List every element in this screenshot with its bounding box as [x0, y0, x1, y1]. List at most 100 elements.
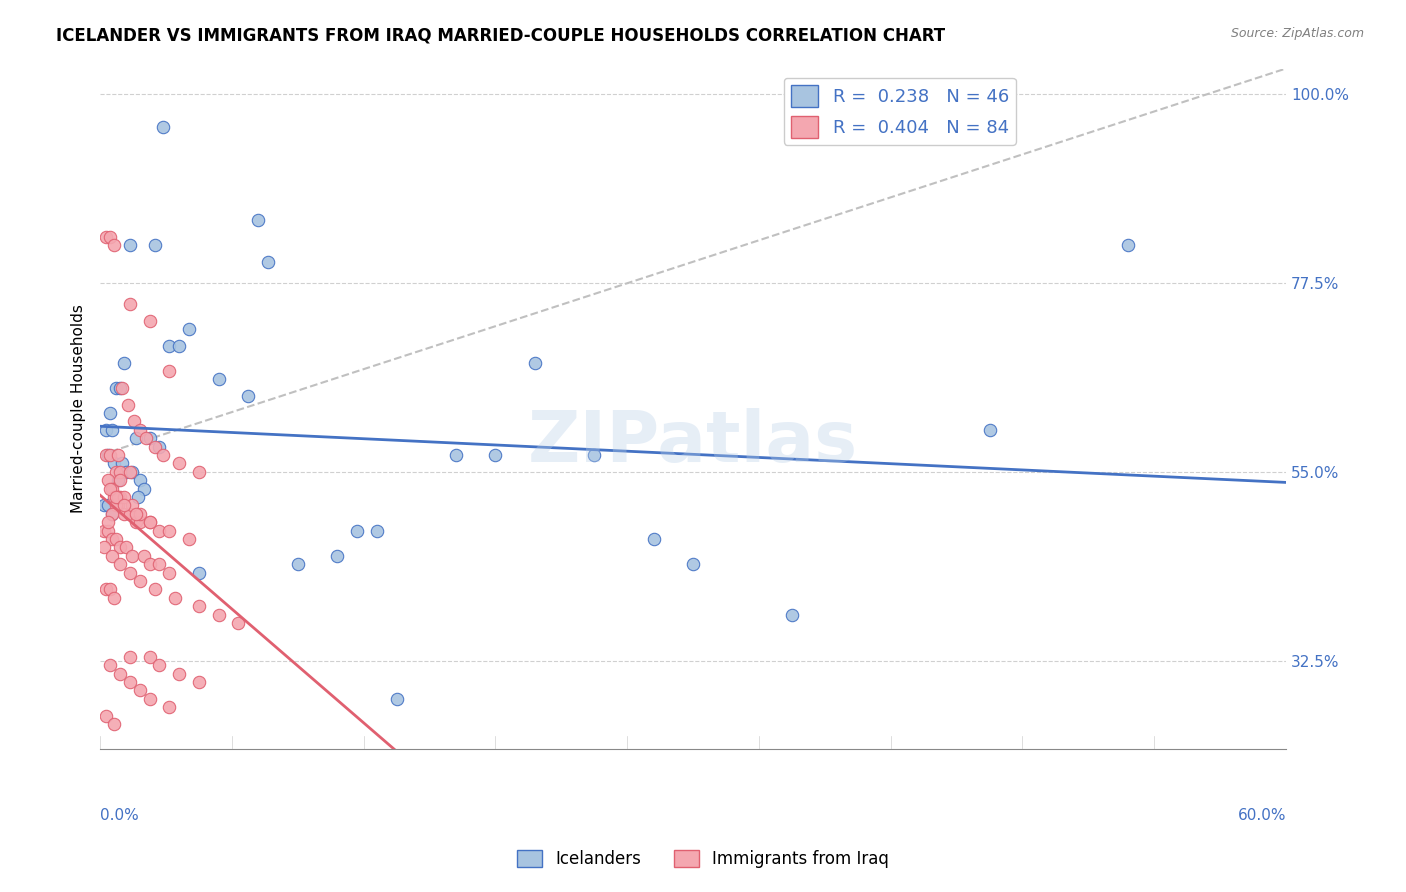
Point: [108, 381, 131, 395]
Legend: Icelanders, Immigrants from Iraq: Icelanders, Immigrants from Iraq: [510, 843, 896, 875]
Point: [152, 448, 174, 462]
Point: [118, 674, 141, 689]
Point: [94, 708, 117, 723]
Point: [121, 465, 143, 479]
Point: [138, 558, 160, 572]
Point: [167, 339, 190, 353]
Point: [257, 254, 280, 268]
Point: [98, 448, 121, 462]
Point: [157, 364, 180, 378]
Point: [127, 490, 149, 504]
Point: [167, 457, 190, 471]
Point: [103, 490, 125, 504]
Point: [326, 549, 349, 563]
Point: [93, 499, 115, 513]
Point: [157, 700, 180, 714]
Point: [167, 666, 190, 681]
Point: [125, 515, 148, 529]
Point: [118, 465, 141, 479]
Point: [682, 558, 704, 572]
Point: [103, 457, 125, 471]
Point: [112, 507, 135, 521]
Point: [94, 423, 117, 437]
Point: [98, 658, 121, 673]
Point: [101, 507, 124, 521]
Point: [228, 616, 250, 631]
Point: [103, 591, 125, 605]
Point: [979, 423, 1001, 437]
Point: [643, 532, 665, 546]
Point: [208, 372, 231, 386]
Point: [108, 541, 131, 555]
Point: [125, 431, 148, 445]
Point: [152, 120, 174, 135]
Point: [103, 238, 125, 252]
Point: [128, 507, 150, 521]
Point: [108, 558, 131, 572]
Point: [128, 574, 150, 588]
Point: [101, 532, 124, 546]
Point: [107, 490, 129, 504]
Point: [114, 465, 136, 479]
Point: [97, 499, 120, 513]
Point: [94, 582, 117, 597]
Point: [108, 666, 131, 681]
Point: [101, 549, 124, 563]
Point: [138, 515, 160, 529]
Point: [101, 482, 124, 496]
Point: [107, 473, 129, 487]
Point: [104, 465, 127, 479]
Point: [98, 229, 121, 244]
Y-axis label: Married-couple Households: Married-couple Households: [72, 304, 86, 513]
Point: [93, 524, 115, 538]
Point: [138, 313, 160, 327]
Text: Source: ZipAtlas.com: Source: ZipAtlas.com: [1230, 27, 1364, 40]
Point: [111, 381, 134, 395]
Point: [108, 473, 131, 487]
Point: [107, 499, 129, 513]
Point: [187, 674, 209, 689]
Point: [385, 691, 408, 706]
Point: [97, 515, 120, 529]
Point: [112, 499, 135, 513]
Point: [128, 473, 150, 487]
Point: [125, 507, 148, 521]
Text: 0.0%: 0.0%: [100, 808, 139, 823]
Point: [104, 381, 127, 395]
Point: [287, 558, 309, 572]
Point: [187, 599, 209, 614]
Point: [97, 524, 120, 538]
Point: [138, 691, 160, 706]
Point: [118, 507, 141, 521]
Point: [247, 212, 270, 227]
Point: [177, 322, 200, 336]
Text: ZIPatlas: ZIPatlas: [529, 409, 858, 477]
Point: [94, 229, 117, 244]
Point: [112, 356, 135, 370]
Point: [148, 658, 170, 673]
Point: [444, 448, 467, 462]
Point: [121, 549, 143, 563]
Point: [122, 414, 145, 428]
Point: [187, 566, 209, 580]
Point: [138, 515, 160, 529]
Point: [208, 607, 231, 622]
Point: [104, 532, 127, 546]
Point: [484, 448, 506, 462]
Point: [118, 238, 141, 252]
Point: [177, 532, 200, 546]
Point: [107, 448, 129, 462]
Point: [118, 566, 141, 580]
Point: [128, 423, 150, 437]
Point: [1116, 238, 1139, 252]
Point: [583, 448, 606, 462]
Point: [118, 297, 141, 311]
Point: [148, 524, 170, 538]
Point: [138, 649, 160, 664]
Point: [103, 717, 125, 731]
Point: [98, 582, 121, 597]
Point: [111, 457, 134, 471]
Point: [145, 440, 167, 454]
Point: [157, 524, 180, 538]
Text: ICELANDER VS IMMIGRANTS FROM IRAQ MARRIED-COUPLE HOUSEHOLDS CORRELATION CHART: ICELANDER VS IMMIGRANTS FROM IRAQ MARRIE…: [56, 27, 945, 45]
